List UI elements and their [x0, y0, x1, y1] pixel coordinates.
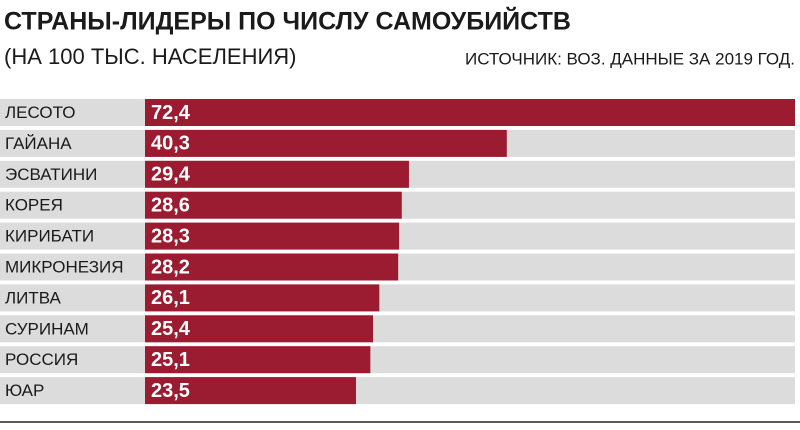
value-label: 25,1 — [151, 349, 190, 371]
bar — [145, 315, 374, 343]
row-background — [0, 377, 795, 405]
bar — [145, 222, 400, 250]
category-label: КИРИБАТИ — [5, 227, 94, 246]
bar — [145, 99, 795, 126]
category-label: ЛЕСОТО — [5, 103, 75, 122]
chart-subtitle: (НА 100 ТЫС. НАСЕЛЕНИЯ) — [4, 44, 297, 69]
value-label: 23,5 — [151, 380, 190, 402]
chart-source: ИСТОЧНИК: ВОЗ. ДАННЫЕ ЗА 2019 ГОД. — [465, 49, 795, 68]
category-label: ЭСВАТИНИ — [5, 165, 97, 184]
chart-title: СТРАНЫ-ЛИДЕРЫ ПО ЧИСЛУ САМОУБИЙСТВ — [4, 6, 571, 36]
bar — [145, 160, 409, 188]
category-label: ЛИТВА — [5, 288, 62, 307]
category-label: ЮАР — [5, 381, 44, 400]
category-label: МИКРОНЕЗИЯ — [5, 257, 123, 276]
value-label: 25,4 — [151, 318, 191, 340]
row-background — [0, 346, 795, 374]
category-label: РОССИЯ — [5, 350, 78, 369]
category-label: СУРИНАМ — [5, 319, 89, 338]
value-label: 40,3 — [151, 133, 190, 155]
value-label: 28,6 — [151, 194, 190, 216]
category-label: КОРЕЯ — [5, 196, 63, 215]
bar — [145, 377, 356, 405]
row-background — [0, 315, 795, 343]
row-background — [0, 284, 795, 312]
value-label: 72,4 — [151, 102, 191, 124]
bar — [145, 191, 402, 219]
bar — [145, 129, 507, 157]
bar — [145, 253, 399, 281]
bar — [145, 284, 380, 312]
value-label: 28,2 — [151, 256, 190, 278]
category-label: ГАЙАНА — [5, 134, 72, 153]
value-label: 26,1 — [151, 287, 190, 309]
value-label: 29,4 — [151, 164, 191, 186]
bar — [145, 346, 371, 374]
value-label: 28,3 — [151, 225, 190, 247]
